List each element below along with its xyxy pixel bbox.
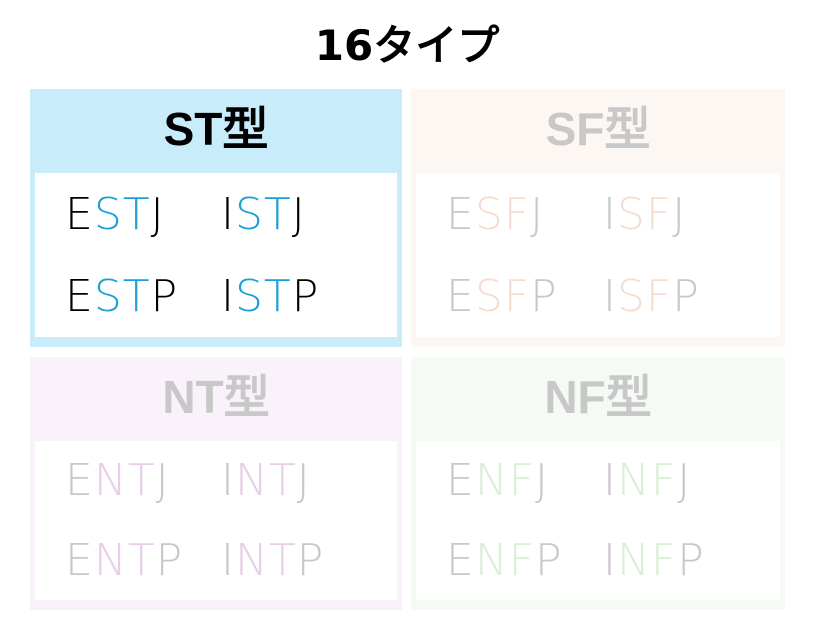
type-core-letters: NF <box>616 455 678 507</box>
type-letter: E <box>65 270 94 322</box>
type-letter: J <box>535 455 550 507</box>
group-header: NT型 <box>162 371 270 423</box>
type-grid: ENTJ INTJ ENTP INTP <box>35 441 397 600</box>
type-letter: I <box>603 270 617 322</box>
type-label: ENFJ <box>446 455 603 506</box>
type-grid: ESTJ ISTJ ESTP ISTP <box>35 173 397 337</box>
type-letter: I <box>221 534 235 586</box>
group-nf: NF型 ENFJ INFJ ENFP INFP <box>411 357 785 610</box>
type-grid: ESFJ ISFJ ESFP ISFP <box>416 173 780 337</box>
type-core-letters: ST <box>234 188 292 240</box>
type-core-letters: ST <box>93 270 151 322</box>
type-label: ENTP <box>65 535 221 586</box>
type-core-letters: NF <box>474 534 536 586</box>
type-label: INTP <box>221 535 377 586</box>
type-letter: P <box>530 270 558 322</box>
type-label: INFP <box>603 535 760 586</box>
type-letter: P <box>150 270 179 322</box>
group-header: ST型 <box>163 103 269 155</box>
type-label: ISFJ <box>603 189 760 240</box>
type-letter: E <box>65 455 94 507</box>
type-core-letters: ST <box>234 270 292 322</box>
type-letter: E <box>446 534 475 586</box>
type-label: ISTP <box>221 271 377 322</box>
type-letter: J <box>296 455 311 507</box>
type-letter: P <box>291 270 320 322</box>
type-letter: I <box>221 188 235 240</box>
type-label: ISFP <box>603 271 760 322</box>
type-letter: I <box>603 188 617 240</box>
type-letter: P <box>535 534 563 586</box>
type-letter: J <box>672 188 687 240</box>
type-label: ENTJ <box>65 455 221 506</box>
type-letter: P <box>296 534 325 586</box>
type-letter: I <box>221 455 235 507</box>
type-core-letters: ST <box>93 188 151 240</box>
type-letter: I <box>603 534 617 586</box>
group-st: ST型 ESTJ ISTJ ESTP ISTP <box>30 89 402 347</box>
type-label: ESTJ <box>65 189 221 240</box>
type-letter: P <box>155 534 184 586</box>
type-label: INTJ <box>221 455 377 506</box>
page-title: 16タイプ <box>314 21 500 70</box>
type-letter: E <box>446 455 475 507</box>
type-letter: I <box>603 455 617 507</box>
group-header: SF型 <box>545 103 651 155</box>
type-core-letters: SF <box>474 188 531 240</box>
type-core-letters: NF <box>616 534 678 586</box>
type-label: INFJ <box>603 455 760 506</box>
group-sf: SF型 ESFJ ISFJ ESFP ISFP <box>411 89 785 347</box>
type-core-letters: SF <box>616 188 673 240</box>
type-letter: P <box>677 534 705 586</box>
type-letter: J <box>150 188 165 240</box>
type-label: ESTP <box>65 271 221 322</box>
type-letter: E <box>65 534 94 586</box>
type-core-letters: NF <box>474 455 536 507</box>
type-letter: J <box>291 188 306 240</box>
type-letter: I <box>221 270 235 322</box>
type-label: ESFJ <box>446 189 603 240</box>
type-letter: E <box>446 270 475 322</box>
type-letter: J <box>530 188 545 240</box>
type-core-letters: NT <box>93 455 156 507</box>
type-grid: ENFJ INFJ ENFP INFP <box>416 441 780 600</box>
type-label: ESFP <box>446 271 603 322</box>
group-nt: NT型 ENTJ INTJ ENTP INTP <box>30 357 402 610</box>
type-core-letters: NT <box>93 534 156 586</box>
type-letter: J <box>155 455 170 507</box>
type-core-letters: SF <box>616 270 673 322</box>
type-letter: P <box>672 270 700 322</box>
type-letter: E <box>446 188 475 240</box>
type-label: ISTJ <box>221 189 377 240</box>
type-core-letters: SF <box>474 270 531 322</box>
type-label: ENFP <box>446 535 603 586</box>
type-core-letters: NT <box>234 534 297 586</box>
type-letter: E <box>65 188 94 240</box>
type-core-letters: NT <box>234 455 297 507</box>
type-letter: J <box>677 455 692 507</box>
group-header: NF型 <box>544 371 652 423</box>
